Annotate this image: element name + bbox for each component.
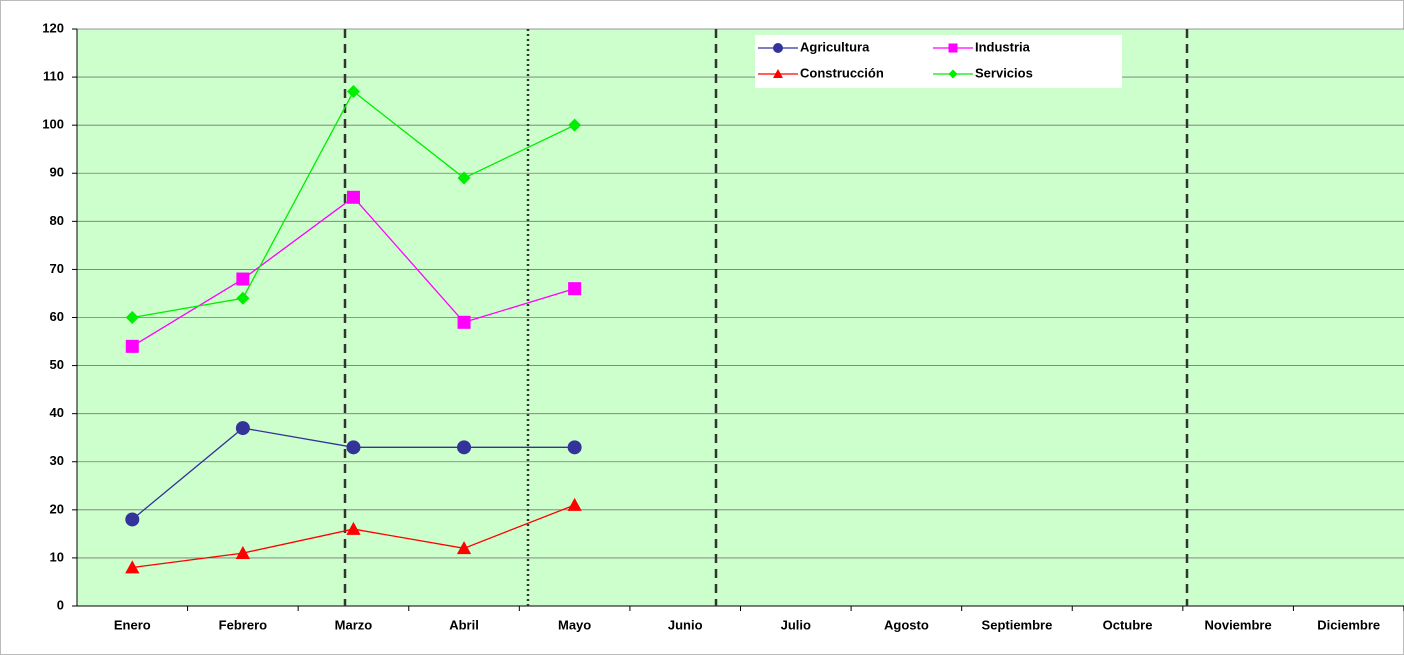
y-tick-label: 80: [50, 213, 64, 228]
y-tick-label: 50: [50, 357, 64, 372]
y-tick-label: 20: [50, 501, 64, 516]
marker: [125, 311, 139, 324]
y-tick-label: 120: [42, 20, 64, 35]
y-tick-label: 60: [50, 309, 64, 324]
x-tick-label: Agosto: [884, 617, 929, 632]
marker: [236, 291, 250, 305]
y-tick-label: 10: [50, 549, 64, 564]
marker: [125, 339, 139, 353]
marker: [568, 118, 582, 132]
marker: [346, 85, 360, 99]
marker: [235, 545, 251, 559]
period-dividers: [343, 29, 1189, 606]
legend: [755, 35, 1122, 88]
marker: [457, 171, 471, 185]
x-tick-label: Febrero: [219, 617, 267, 632]
marker: [457, 315, 471, 329]
marker: [456, 541, 472, 555]
marker: [125, 560, 140, 574]
marker: [125, 512, 140, 527]
y-tick-label: 90: [50, 165, 64, 180]
x-tick-label: Octubre: [1103, 617, 1153, 632]
legend-entry: Industria: [933, 39, 1031, 54]
marker: [346, 521, 361, 535]
marker: [567, 440, 582, 455]
marker: [346, 190, 360, 204]
marker: [235, 421, 250, 436]
legend-entry: Servicios: [933, 65, 1033, 80]
marker: [773, 69, 783, 79]
legend-label: Industria: [975, 39, 1031, 54]
marker: [236, 272, 250, 286]
y-tick-label: 0: [57, 597, 64, 612]
marker: [948, 43, 958, 53]
y-tick-label: 110: [43, 69, 64, 84]
legend-label: Servicios: [975, 65, 1033, 80]
y-tick-label: 70: [50, 261, 64, 276]
x-tick-label: Junio: [668, 617, 703, 632]
legend-label: Agricultura: [800, 39, 870, 54]
y-tick-label: 30: [50, 453, 64, 468]
marker: [567, 497, 582, 511]
marker: [948, 69, 958, 79]
x-tick-label: Mayo: [558, 617, 591, 632]
y-tick-label: 40: [50, 405, 64, 420]
legend-entry: Agricultura: [758, 39, 870, 54]
x-tick-label: Noviembre: [1205, 617, 1272, 632]
x-tick-label: Enero: [114, 617, 151, 632]
marker: [773, 43, 783, 53]
y-tick-label: 100: [42, 117, 64, 132]
x-tick-label: Abril: [449, 617, 479, 632]
marker: [346, 440, 361, 455]
legend-label: Construcción: [800, 65, 884, 80]
x-tick-label: Diciembre: [1317, 617, 1380, 632]
legend-entry: Construcción: [758, 65, 884, 80]
x-tick-label: Marzo: [335, 617, 373, 632]
x-tick-label: Julio: [781, 617, 811, 632]
marker: [457, 440, 472, 455]
marker: [568, 282, 582, 296]
x-tick-label: Septiembre: [982, 617, 1053, 632]
